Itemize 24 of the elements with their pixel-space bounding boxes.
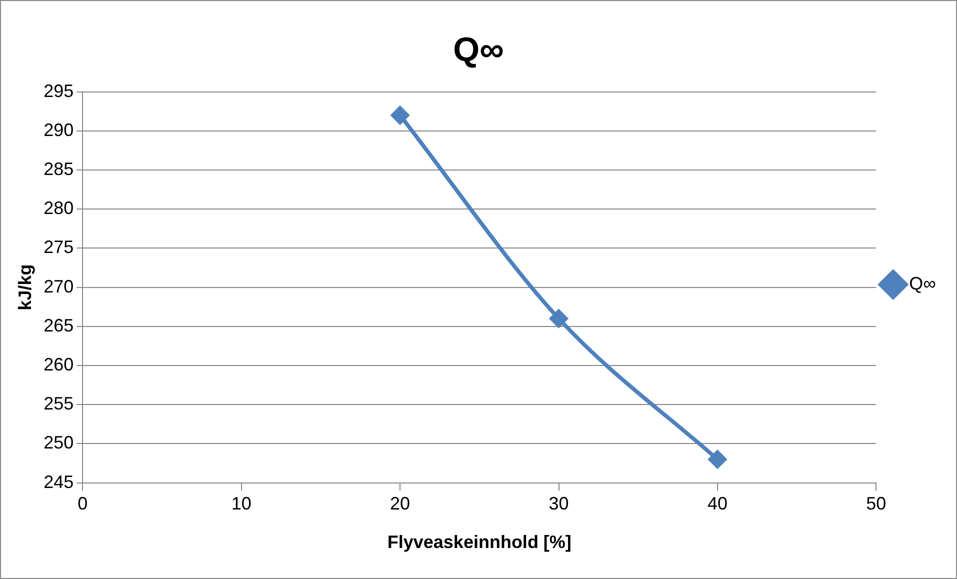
- legend-label: Q∞: [909, 273, 936, 294]
- x-tick-label: 10: [231, 494, 252, 514]
- y-tick-label: 255: [44, 394, 74, 414]
- point: [708, 450, 726, 468]
- x-tick-label: 40: [707, 494, 728, 514]
- y-tick-label: 245: [44, 472, 74, 492]
- x-tick-label: 30: [548, 494, 569, 514]
- y-tick-label: 285: [44, 158, 74, 179]
- point: [550, 310, 568, 328]
- point: [391, 106, 410, 124]
- x-axis-title: Flyveaskeinnhold [%]: [387, 532, 572, 552]
- y-tick-label: 295: [44, 80, 74, 101]
- chart-title: Q∞: [453, 30, 504, 69]
- x-tick-label: 0: [78, 494, 88, 514]
- y-tick-label: 265: [44, 315, 74, 336]
- y-tick-label: 290: [44, 120, 74, 140]
- y-tick-label: 250: [44, 432, 74, 453]
- y-axis-title: kJ/kg: [14, 264, 35, 310]
- y-tick-label: 275: [44, 237, 74, 258]
- x-tick-label: 20: [390, 494, 410, 514]
- y-tick-label: 280: [44, 198, 74, 218]
- y-tick-label: 260: [44, 354, 74, 374]
- y-tick-label: 270: [44, 276, 74, 296]
- x-tick-label: 50: [866, 494, 886, 514]
